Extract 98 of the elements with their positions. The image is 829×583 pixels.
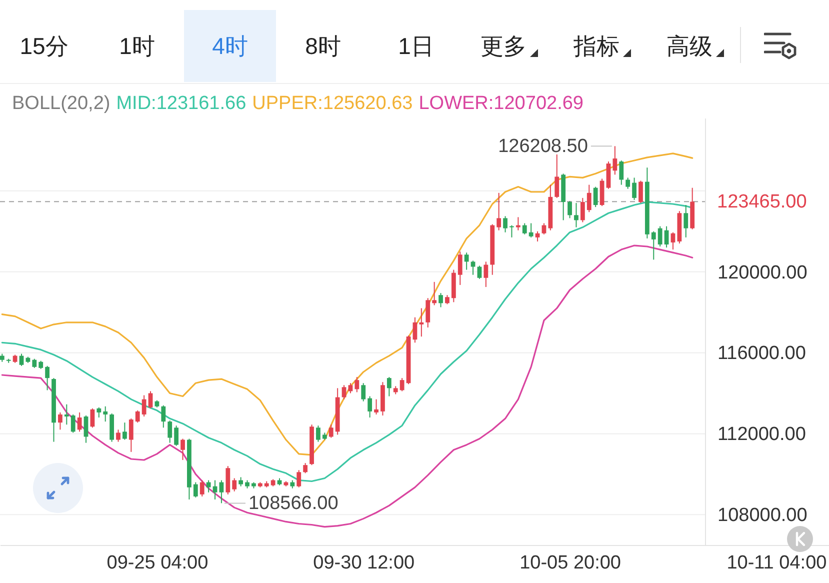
candlestick: [296, 470, 302, 488]
candlestick: [374, 398, 378, 415]
candlestick: [438, 292, 443, 308]
annotation: 126208.50: [498, 136, 588, 158]
candlestick: [70, 414, 76, 434]
candlestick: [554, 154, 560, 198]
candlestick: [316, 425, 320, 442]
candlestick: [200, 480, 204, 497]
text: UPPER:125620.63: [252, 93, 413, 114]
candlestick: [206, 480, 211, 493]
candlestick: [484, 261, 488, 288]
candlestick: [96, 406, 102, 418]
candlestick: [174, 425, 179, 446]
annotation: 108566.00: [248, 493, 338, 514]
candlestick: [632, 177, 636, 200]
candlestick: [612, 146, 618, 176]
y-tick-label: 108000.00: [718, 505, 808, 526]
candlestick: [580, 197, 585, 223]
text: MID:123161.66: [116, 93, 246, 114]
candlestick: [180, 438, 185, 461]
x-tick-label: 09-25 04:00: [106, 552, 208, 574]
text: 1日: [398, 32, 434, 60]
candlestick: [528, 222, 534, 238]
candlestick: [64, 404, 69, 426]
candlestick: [670, 232, 676, 250]
candlestick: [354, 376, 360, 393]
candlestick: [328, 424, 334, 438]
candlestick: [586, 184, 592, 213]
candlestick: [90, 408, 95, 428]
text: 4时: [212, 32, 248, 60]
x-tick-label: 10-05 20:00: [520, 552, 621, 574]
candlestick: [542, 222, 546, 235]
candlestick: [568, 200, 572, 219]
candlestick: [122, 422, 127, 440]
candlestick: [619, 160, 624, 186]
candlestick: [219, 480, 224, 504]
candlestick: [128, 418, 134, 452]
candlestick: [238, 476, 244, 487]
candlestick: [522, 222, 527, 235]
candlestick: [19, 353, 24, 366]
candlestick: [626, 177, 630, 190]
text: 指标: [574, 32, 620, 60]
legend-title: BOLL(20,2): [12, 93, 110, 114]
candlestick: [84, 414, 88, 444]
candlestick: [510, 224, 514, 238]
candlestick: [477, 265, 482, 280]
candlestick: [161, 404, 166, 428]
candlestick: [386, 376, 392, 397]
text: 高级: [666, 32, 712, 60]
candlestick: [464, 252, 469, 270]
candlestick: [651, 230, 656, 260]
candlestick: [400, 378, 404, 392]
candlestick: [419, 308, 424, 338]
candlestick: [470, 260, 476, 276]
candlestick: [212, 480, 218, 500]
candlestick: [432, 281, 437, 306]
candlestick: [503, 216, 508, 233]
text: 15分: [20, 32, 68, 60]
text: LOWER:120702.69: [418, 93, 584, 114]
x-tick-label: 09-30 12:00: [313, 552, 415, 574]
candlestick: [232, 478, 237, 492]
candlestick: [638, 180, 643, 204]
candlestick: [361, 382, 366, 402]
candlestick: [135, 410, 140, 424]
text: 8时: [305, 32, 341, 60]
candlestick: [593, 186, 598, 208]
y-tick-label: 120000.00: [718, 262, 808, 284]
candlestick: [426, 298, 430, 328]
candlestick: [116, 429, 120, 442]
candlestick: [58, 412, 62, 430]
candlestick: [303, 462, 308, 474]
candlestick: [368, 396, 372, 418]
candlestick: [45, 365, 50, 391]
candlestick: [148, 390, 153, 409]
candlestick: [193, 482, 198, 498]
candlestick: [574, 202, 578, 228]
candlestick: [168, 420, 172, 444]
candlestick: [32, 358, 37, 368]
x-tick-label: 10-11 04:00: [726, 552, 827, 574]
candlestick: [458, 251, 462, 286]
text: 更多: [480, 32, 526, 60]
y-tick-label: 112000.00: [718, 424, 806, 446]
candlestick: [77, 412, 82, 432]
text: 1时: [119, 32, 155, 60]
y-tick-label: 116000.00: [718, 343, 806, 364]
candlestick: [348, 382, 353, 394]
candlestick: [103, 406, 108, 422]
candlestick: [684, 204, 688, 238]
candlestick: [445, 294, 450, 305]
candlestick: [658, 226, 662, 248]
candlestick: [516, 216, 520, 231]
candlestick: [535, 230, 540, 242]
candlestick: [664, 226, 669, 248]
candlestick: [142, 394, 146, 417]
candlestick: [496, 192, 502, 231]
candlestick: [342, 384, 346, 400]
candlestick: [412, 316, 418, 344]
ref-line-label: 123465.00: [717, 192, 807, 213]
